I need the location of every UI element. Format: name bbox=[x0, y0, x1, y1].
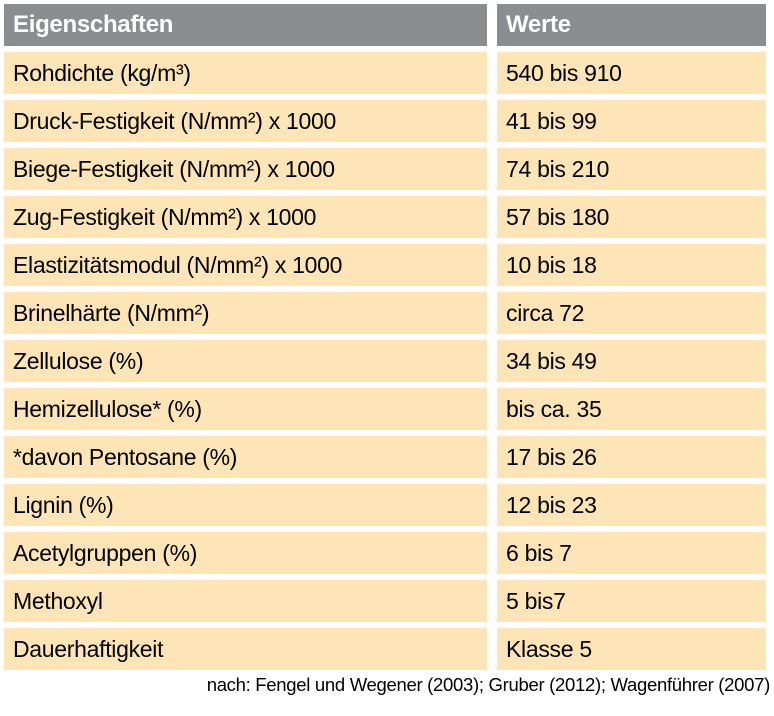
table-row: *davon Pentosane (%) 17 bis 26 bbox=[4, 436, 766, 478]
table-body: Rohdichte (kg/m³) 540 bis 910 Druck-Fest… bbox=[4, 52, 766, 670]
table-row: Dauerhaftigkeit Klasse 5 bbox=[4, 628, 766, 670]
value-cell: 17 bis 26 bbox=[497, 436, 766, 478]
property-cell: Zug-Festigkeit (N/mm²) x 1000 bbox=[4, 196, 487, 238]
value-cell: bis ca. 35 bbox=[497, 388, 766, 430]
table-row: Hemizellulose* (%) bis ca. 35 bbox=[4, 388, 766, 430]
table-row: Elastizitätsmodul (N/mm²) x 1000 10 bis … bbox=[4, 244, 766, 286]
value-cell: Klasse 5 bbox=[497, 628, 766, 670]
value-cell: 34 bis 49 bbox=[497, 340, 766, 382]
table-row: Acetylgruppen (%) 6 bis 7 bbox=[4, 532, 766, 574]
table-header-row: Eigenschaften Werte bbox=[4, 4, 766, 46]
properties-table: Eigenschaften Werte Rohdichte (kg/m³) 54… bbox=[4, 4, 766, 676]
value-cell: 57 bis 180 bbox=[497, 196, 766, 238]
table-row: Brinelhärte (N/mm²) circa 72 bbox=[4, 292, 766, 334]
value-cell: 74 bis 210 bbox=[497, 148, 766, 190]
value-cell: 540 bis 910 bbox=[497, 52, 766, 94]
table-row: Lignin (%) 12 bis 23 bbox=[4, 484, 766, 526]
table-row: Rohdichte (kg/m³) 540 bis 910 bbox=[4, 52, 766, 94]
property-cell: *davon Pentosane (%) bbox=[4, 436, 487, 478]
property-cell: Zellulose (%) bbox=[4, 340, 487, 382]
property-cell: Dauerhaftigkeit bbox=[4, 628, 487, 670]
value-cell: 12 bis 23 bbox=[497, 484, 766, 526]
property-cell: Druck-Festigkeit (N/mm²) x 1000 bbox=[4, 100, 487, 142]
property-cell: Biege-Festigkeit (N/mm²) x 1000 bbox=[4, 148, 487, 190]
property-cell: Rohdichte (kg/m³) bbox=[4, 52, 487, 94]
table-row: Druck-Festigkeit (N/mm²) x 1000 41 bis 9… bbox=[4, 100, 766, 142]
value-cell: 10 bis 18 bbox=[497, 244, 766, 286]
property-cell: Elastizitätsmodul (N/mm²) x 1000 bbox=[4, 244, 487, 286]
value-cell: 41 bis 99 bbox=[497, 100, 766, 142]
property-cell: Lignin (%) bbox=[4, 484, 487, 526]
property-cell: Acetylgruppen (%) bbox=[4, 532, 487, 574]
table-row: Methoxyl 5 bis7 bbox=[4, 580, 766, 622]
value-cell: circa 72 bbox=[497, 292, 766, 334]
property-cell: Methoxyl bbox=[4, 580, 487, 622]
property-cell: Hemizellulose* (%) bbox=[4, 388, 487, 430]
table-row: Zug-Festigkeit (N/mm²) x 1000 57 bis 180 bbox=[4, 196, 766, 238]
property-cell: Brinelhärte (N/mm²) bbox=[4, 292, 487, 334]
value-cell: 6 bis 7 bbox=[497, 532, 766, 574]
table-row: Zellulose (%) 34 bis 49 bbox=[4, 340, 766, 382]
source-citation: nach: Fengel und Wegener (2003); Gruber … bbox=[206, 674, 771, 695]
header-cell-eigenschaften: Eigenschaften bbox=[4, 4, 487, 46]
header-cell-werte: Werte bbox=[497, 4, 766, 46]
table-row: Biege-Festigkeit (N/mm²) x 1000 74 bis 2… bbox=[4, 148, 766, 190]
value-cell: 5 bis7 bbox=[497, 580, 766, 622]
